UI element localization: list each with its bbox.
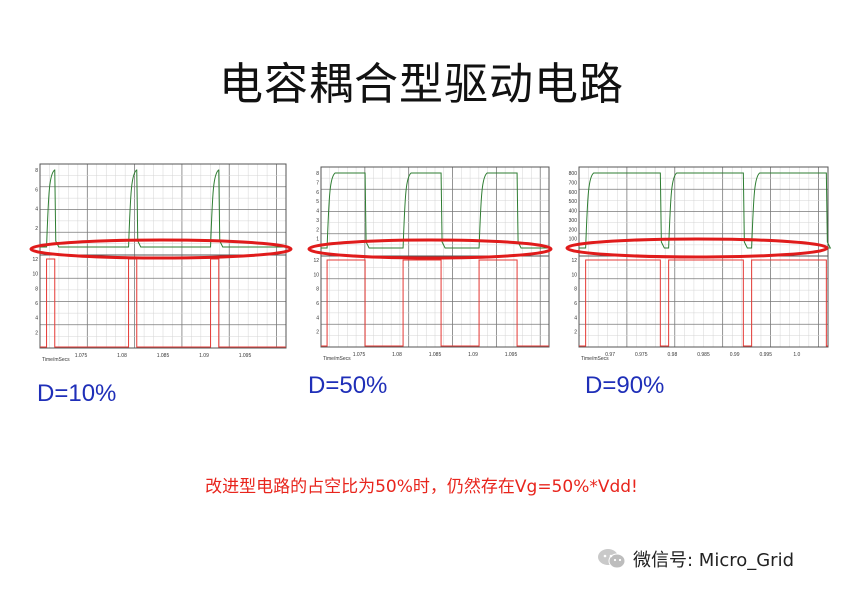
bottom-y-tick-label: 8: [316, 287, 319, 293]
gate-voltage-trace: [579, 172, 832, 249]
watermark: 微信号: Micro_Grid: [597, 546, 794, 572]
chart-panel-2: 1.075 1.08 1.085 1.09 1.095Time/mSecs1234567…: [309, 163, 553, 361]
top-y-tick-label: 1: [316, 237, 319, 243]
highlight-ellipse-3: [565, 237, 829, 259]
top-y-tick-label: 2: [316, 227, 319, 233]
bottom-y-tick-label: 12: [313, 258, 319, 264]
x-tick-label: 1.08: [117, 353, 127, 359]
top-y-tick-label: 500: [569, 199, 578, 205]
duty-label-3: D=90%: [585, 372, 665, 399]
top-y-tick-label: 4: [316, 209, 319, 215]
gate-voltage-trace: [321, 172, 549, 249]
x-tick-label: 0.995: [759, 352, 772, 358]
plot-frame: [39, 163, 287, 349]
bottom-y-tick-label: 10: [32, 272, 38, 278]
bottom-y-tick-label: 6: [574, 301, 577, 307]
x-tick-label: 1.075: [75, 353, 88, 359]
top-y-tick-label: 2: [35, 226, 38, 232]
bottom-y-tick-label: 10: [313, 272, 319, 278]
plot-frame: [578, 166, 829, 348]
x-tick-label: 1.09: [199, 353, 209, 359]
bottom-y-tick-label: 12: [32, 257, 38, 263]
x-axis-unit: Time/mSecs: [323, 356, 351, 361]
top-y-tick-label: 8: [316, 171, 319, 177]
x-tick-label: 1.085: [157, 353, 170, 359]
x-tick-label: 0.97: [605, 352, 615, 358]
page-title: 电容耦合型驱动电路: [219, 59, 624, 110]
top-y-tick-label: 200: [569, 227, 578, 233]
bottom-y-tick-label: 6: [316, 301, 319, 307]
wechat-icon: [598, 549, 626, 569]
x-tick-label: 1.095: [239, 353, 252, 359]
bottom-y-tick-label: 2: [35, 330, 38, 336]
bottom-y-tick-label: 2: [574, 330, 577, 336]
bottom-y-tick-label: 2: [316, 330, 319, 336]
top-y-tick-label: 6: [35, 187, 38, 193]
top-y-tick-label: 400: [569, 209, 578, 215]
annotation-note: 改进型电路的占空比为50%时，仍然存在Vg=50%*Vdd!: [205, 477, 638, 497]
plot-background: [309, 163, 553, 361]
top-y-tick-label: 600: [569, 190, 578, 196]
x-tick-label: 0.975: [635, 352, 648, 358]
top-y-tick-label: 4: [35, 207, 38, 213]
x-tick-label: 0.98: [668, 352, 678, 358]
gate-voltage-trace: [40, 169, 286, 248]
top-y-tick-label: 700: [569, 180, 578, 186]
x-tick-label: 1.0: [793, 352, 800, 358]
drive-voltage-trace: [321, 259, 549, 347]
x-tick-label: 0.985: [697, 352, 710, 358]
bottom-y-tick-label: 8: [574, 287, 577, 293]
bottom-y-tick-label: 4: [316, 315, 319, 321]
top-y-tick-label: 8: [35, 168, 38, 174]
x-tick-label: 1.095: [505, 352, 518, 358]
top-y-tick-label: 7: [316, 180, 319, 186]
x-tick-label: 0.99: [730, 352, 740, 358]
top-y-tick-label: 100: [569, 237, 578, 243]
bottom-y-tick-label: 12: [571, 258, 577, 264]
top-y-tick-label: 3: [316, 218, 319, 224]
bottom-y-tick-label: 4: [574, 315, 577, 321]
top-y-tick-label: 800: [569, 171, 578, 177]
top-y-tick-label: 300: [569, 218, 578, 224]
x-axis-unit: Time/mSecs: [581, 356, 609, 361]
highlight-ellipse-2: [307, 238, 553, 260]
bottom-y-tick-label: 6: [35, 301, 38, 307]
top-y-tick-label: 5: [316, 199, 319, 205]
plot-background: [28, 160, 290, 362]
bottom-y-tick-label: 8: [35, 286, 38, 292]
bottom-y-tick-label: 10: [571, 272, 577, 278]
x-axis-unit: Time/mSecs: [42, 357, 70, 362]
x-tick-label: 1.08: [392, 352, 402, 358]
top-y-tick-label: 6: [316, 190, 319, 196]
x-tick-label: 1.085: [429, 352, 442, 358]
x-tick-label: 1.09: [468, 352, 478, 358]
plot-background: [567, 163, 832, 361]
duty-label-1: D=10%: [37, 380, 117, 407]
duty-label-2: D=50%: [308, 372, 388, 399]
chart-panel-3: 0.97 0.975 0.98 0.985 0.99 0.995 1.0 Time/mSecs…: [567, 163, 832, 361]
bottom-y-tick-label: 4: [35, 316, 38, 322]
x-tick-label: 1.075: [353, 352, 366, 358]
watermark-text: 微信号: Micro_Grid: [633, 550, 795, 571]
drive-voltage-trace: [579, 259, 828, 347]
plot-frame: [320, 166, 550, 348]
highlight-ellipse-1: [29, 238, 293, 260]
